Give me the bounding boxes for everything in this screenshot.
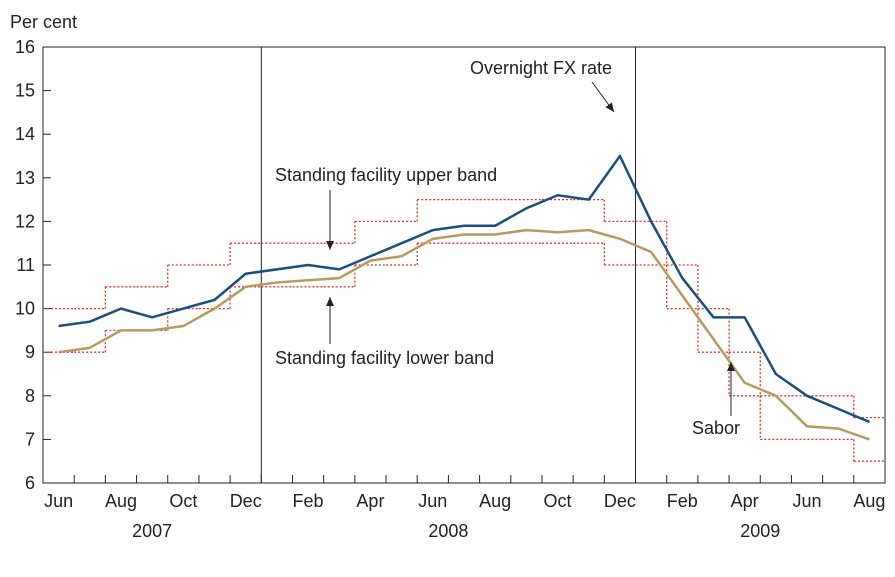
arrow — [591, 81, 615, 113]
x-tick-label: Jun — [418, 491, 447, 511]
x-tick-label: Dec — [230, 491, 262, 511]
series-line — [58, 154, 870, 424]
y-tick-label: 12 — [15, 211, 35, 231]
x-tick-label: Apr — [731, 491, 759, 511]
annotation: Standing facility lower band — [275, 348, 494, 368]
x-tick-label: Feb — [667, 491, 698, 511]
annotation: Standing facility upper band — [275, 165, 497, 185]
y-tick-label: 7 — [25, 429, 35, 449]
annotations: Overnight FX rate Standing facility uppe… — [275, 58, 740, 438]
y-tick-label: 6 — [25, 473, 35, 493]
x-tick-label: Aug — [853, 491, 885, 511]
series-line — [58, 228, 870, 441]
year-label: 2009 — [740, 521, 780, 541]
x-tick-label: Dec — [604, 491, 636, 511]
y-tick-label: 15 — [15, 81, 35, 101]
x-tick-label: Oct — [544, 491, 572, 511]
x-tick-label: Jun — [44, 491, 73, 511]
x-tick-label: Aug — [479, 491, 511, 511]
x-tick-label: Apr — [356, 491, 384, 511]
y-tick-label: 9 — [25, 342, 35, 362]
year-label: 2008 — [428, 521, 468, 541]
y-tick-label: 8 — [25, 386, 35, 406]
y-axis-label: Per cent — [10, 12, 77, 32]
y-tick-label: 16 — [15, 37, 35, 57]
x-tick-label: Aug — [105, 491, 137, 511]
y-tick-label: 10 — [15, 299, 35, 319]
annotation: Overnight FX rate — [470, 58, 612, 78]
year-label: 2007 — [132, 521, 172, 541]
y-tick-label: 13 — [15, 168, 35, 188]
annotation: Sabor — [692, 418, 740, 438]
y-tick-label: 14 — [15, 124, 35, 144]
x-tick-label: Feb — [293, 491, 324, 511]
x-tick-label: Oct — [169, 491, 197, 511]
y-tick-label: 11 — [16, 255, 35, 275]
x-tick-label: Jun — [793, 491, 822, 511]
